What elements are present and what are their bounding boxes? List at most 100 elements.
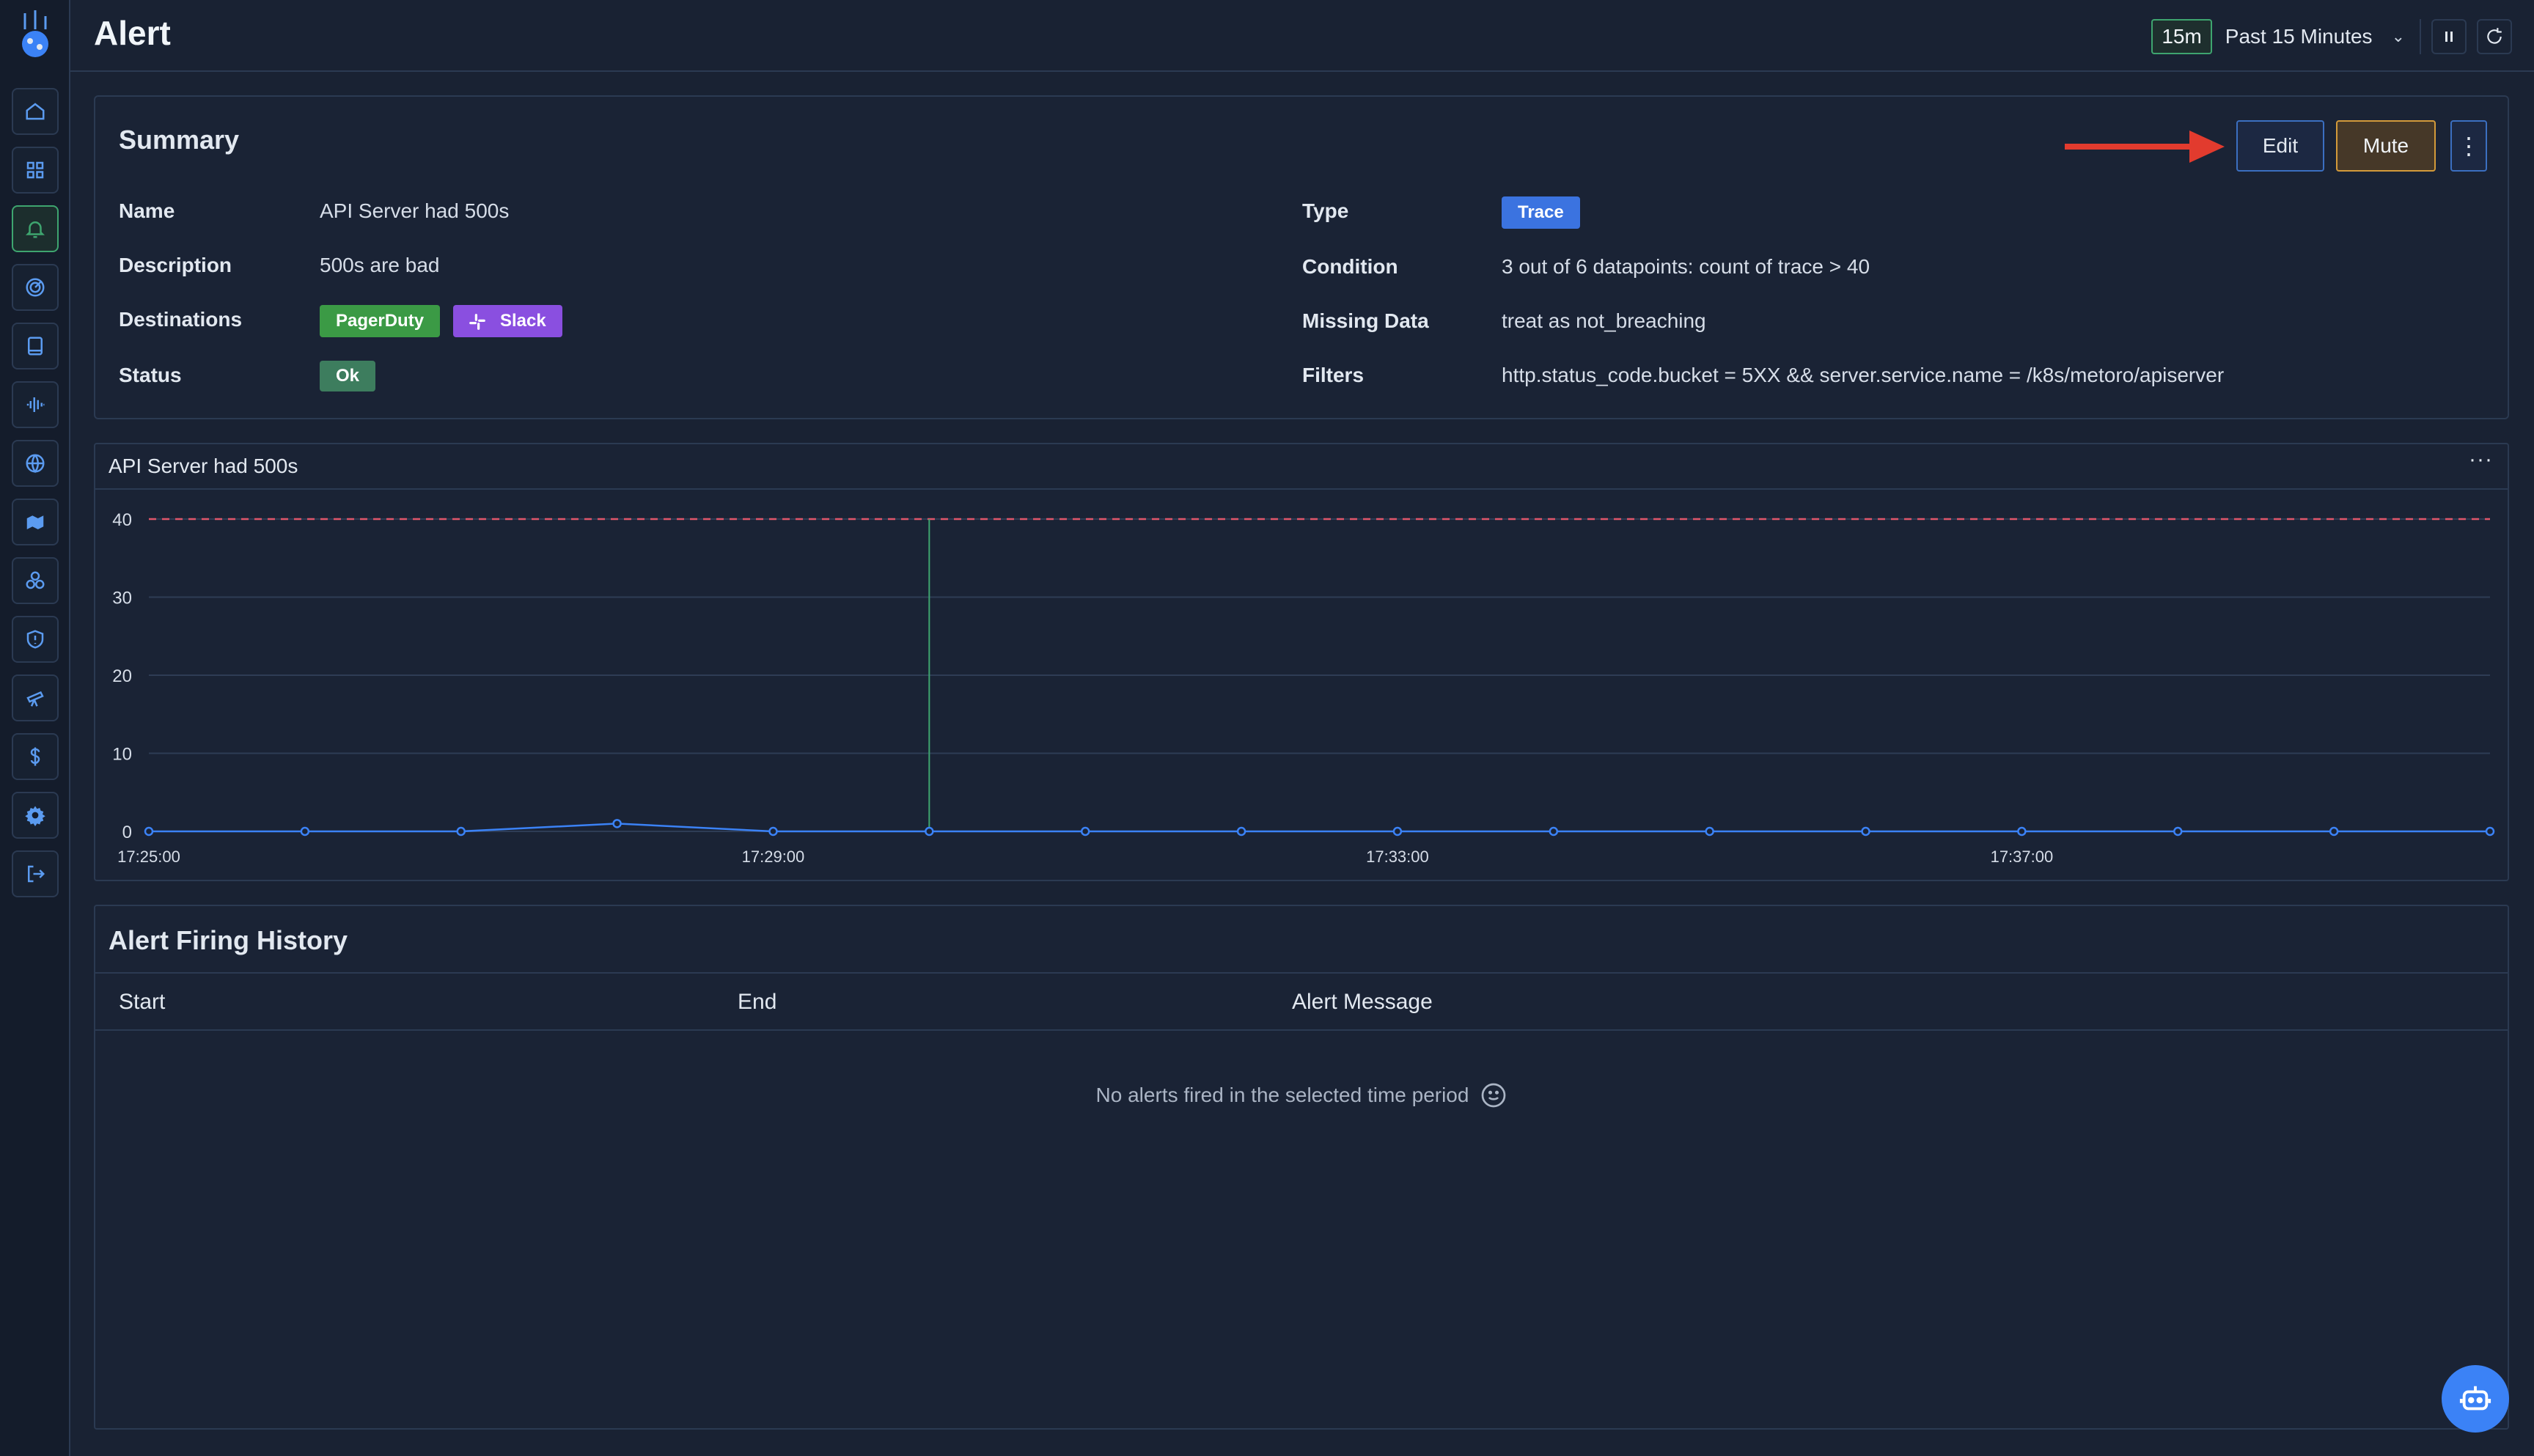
y-tick-label: 30 bbox=[112, 589, 132, 608]
metoro-logo[interactable] bbox=[18, 10, 53, 60]
description-label: Description bbox=[119, 254, 232, 276]
y-tick-label: 20 bbox=[112, 666, 132, 686]
sidebar-item-logout[interactable] bbox=[12, 850, 59, 897]
data-point bbox=[1705, 826, 1714, 837]
mute-button[interactable]: Mute bbox=[2336, 120, 2436, 172]
annotation-arrow-icon bbox=[2065, 130, 2225, 163]
book-icon bbox=[28, 337, 43, 356]
bell-icon bbox=[25, 221, 45, 238]
map-icon bbox=[26, 515, 44, 529]
sidebar-item-alerts[interactable] bbox=[12, 205, 59, 252]
status-label: Status bbox=[119, 364, 182, 386]
smiley-icon bbox=[1482, 1083, 1506, 1108]
filters-label: Filters bbox=[1302, 364, 1365, 386]
edit-button[interactable]: Edit bbox=[2236, 120, 2324, 172]
slack-label: Slack bbox=[500, 311, 546, 331]
destinations-label: Destinations bbox=[119, 308, 243, 331]
sidebar-item-clusters[interactable] bbox=[12, 557, 59, 604]
data-point bbox=[2017, 826, 2027, 837]
sidebar-item-metrics[interactable] bbox=[12, 381, 59, 428]
refresh-icon bbox=[2487, 28, 2502, 44]
sidebar-item-dashboards[interactable] bbox=[12, 147, 59, 194]
name-label: Name bbox=[119, 199, 175, 222]
sidebar-item-radar[interactable] bbox=[12, 264, 59, 311]
data-point bbox=[1392, 826, 1403, 837]
slack-icon bbox=[469, 314, 485, 330]
y-tick-label: 40 bbox=[112, 510, 132, 530]
more-options-button[interactable]: ⋮ bbox=[2450, 120, 2487, 172]
pause-button[interactable] bbox=[2431, 19, 2467, 54]
chart-title: API Server had 500s bbox=[109, 455, 298, 477]
sidebar-item-home[interactable] bbox=[12, 88, 59, 135]
home-icon bbox=[26, 103, 45, 120]
condition-label: Condition bbox=[1302, 255, 1398, 278]
chevron-down-icon: ⌄ bbox=[2391, 27, 2405, 45]
column-header-start[interactable]: Start bbox=[119, 990, 166, 1014]
summary-title: Summary bbox=[119, 125, 240, 155]
chart-header: API Server had 500s ··· bbox=[95, 444, 2508, 490]
robot-icon bbox=[2459, 1386, 2491, 1411]
history-table-header: Start End Alert Message bbox=[95, 972, 2508, 1031]
y-tick-label: 0 bbox=[122, 823, 132, 842]
header: Alert 15m Past 15 Minutes ⌄ bbox=[70, 0, 2534, 72]
globe-icon bbox=[26, 454, 45, 474]
chart-menu-button[interactable]: ··· bbox=[2469, 447, 2493, 471]
x-tick-label: 17:37:00 bbox=[1991, 848, 2054, 866]
x-tick-label: 17:25:00 bbox=[117, 848, 180, 866]
sidebar-item-explore[interactable] bbox=[12, 674, 59, 721]
missing-data-label: Missing Data bbox=[1302, 309, 1429, 332]
time-range-chip[interactable]: 15m bbox=[2151, 19, 2212, 54]
column-header-alert-message[interactable]: Alert Message bbox=[1292, 990, 1433, 1014]
summary-panel: Summary Edit Mute ⋮ Name API Server had … bbox=[94, 95, 2509, 419]
data-point bbox=[925, 826, 934, 837]
data-point bbox=[300, 826, 310, 837]
missing-data-value: treat as not_breaching bbox=[1502, 309, 1706, 332]
sidebar-item-billing[interactable] bbox=[12, 733, 59, 780]
data-point bbox=[2173, 826, 2183, 837]
sidebar-item-docs[interactable] bbox=[12, 323, 59, 369]
refresh-button[interactable] bbox=[2477, 19, 2512, 54]
column-header-end[interactable]: End bbox=[738, 990, 777, 1014]
time-range-select[interactable]: Past 15 Minutes ⌄ bbox=[2218, 19, 2421, 54]
shield-icon bbox=[26, 630, 44, 649]
data-point bbox=[1549, 826, 1559, 837]
type-label: Type bbox=[1302, 199, 1349, 222]
time-range-label: Past 15 Minutes bbox=[2225, 25, 2373, 48]
sidebar-item-network[interactable] bbox=[12, 440, 59, 487]
sidebar-item-settings[interactable] bbox=[12, 792, 59, 839]
x-tick-label: 17:33:00 bbox=[1366, 848, 1429, 866]
data-point bbox=[2329, 826, 2339, 837]
name-value: API Server had 500s bbox=[320, 199, 510, 222]
sidebar-item-security[interactable] bbox=[12, 616, 59, 663]
data-point bbox=[456, 826, 466, 837]
logout-icon bbox=[28, 865, 45, 883]
data-point bbox=[612, 819, 622, 828]
sidebar bbox=[0, 0, 70, 1456]
telescope-icon bbox=[26, 691, 44, 707]
cluster-icon bbox=[26, 571, 45, 589]
alert-chart[interactable]: 0 10 20 30 40 17:25:00 17:29:00 17:33:00 17:37:0… bbox=[95, 490, 2508, 880]
data-point bbox=[1236, 826, 1246, 837]
filters-value: http.status_code.bucket = 5XX && server.… bbox=[1502, 364, 2225, 386]
data-point bbox=[2485, 826, 2495, 837]
time-controls: 15m Past 15 Minutes ⌄ bbox=[2151, 18, 2512, 56]
data-point bbox=[1861, 826, 1870, 837]
page-title: Alert bbox=[94, 14, 171, 52]
dollar-icon bbox=[30, 747, 40, 766]
ai-assistant-button[interactable] bbox=[2442, 1365, 2509, 1433]
waveform-icon bbox=[26, 397, 45, 412]
alert-history-panel: Alert Firing History Start End Alert Mes… bbox=[94, 905, 2509, 1430]
destination-pagerduty-badge: PagerDuty bbox=[320, 305, 441, 337]
status-badge: Ok bbox=[320, 361, 376, 391]
destination-slack-badge: Slack bbox=[453, 305, 562, 337]
description-value: 500s are bad bbox=[320, 254, 440, 276]
empty-state-message: No alerts fired in the selected time per… bbox=[1095, 1084, 1469, 1106]
history-title: Alert Firing History bbox=[109, 925, 348, 955]
gear-icon bbox=[25, 806, 45, 826]
x-tick-label: 17:29:00 bbox=[742, 848, 805, 866]
series-line bbox=[149, 823, 2490, 833]
y-tick-label: 10 bbox=[112, 745, 132, 765]
data-point bbox=[1080, 826, 1090, 837]
sidebar-item-map[interactable] bbox=[12, 499, 59, 545]
